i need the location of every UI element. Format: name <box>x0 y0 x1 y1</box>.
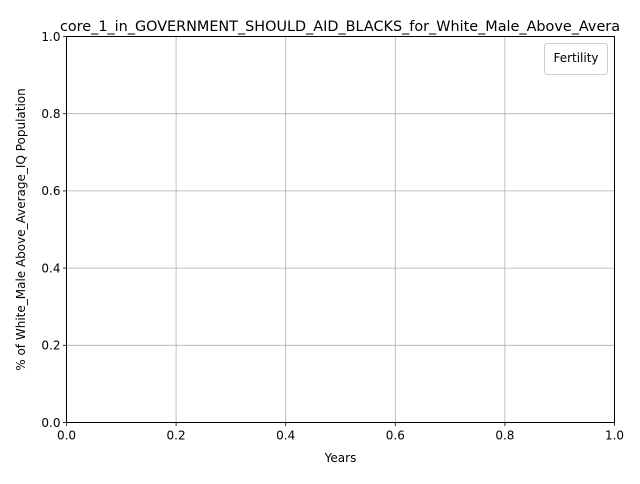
x-axis-label: Years <box>324 451 357 465</box>
y-tick-label: 0.4 <box>41 261 60 275</box>
y-tick-label: 0.8 <box>41 107 60 121</box>
y-tick-label: 0.6 <box>41 184 60 198</box>
legend: Fertility <box>544 43 608 75</box>
x-tick-label: 0.8 <box>495 429 514 443</box>
x-tick-label: 0.4 <box>276 429 295 443</box>
chart-title: core_1_in_GOVERNMENT_SHOULD_AID_BLACKS_f… <box>60 19 620 35</box>
legend-title: Fertility <box>553 51 598 65</box>
x-tick-label: 0.0 <box>57 429 76 443</box>
y-tick-label: 0.2 <box>41 339 60 353</box>
plot-frame <box>66 36 615 423</box>
y-axis-ticks: 0.0 0.2 0.4 0.6 0.8 1.0 <box>41 30 67 430</box>
x-tick-label: 1.0 <box>605 429 624 443</box>
x-axis-ticks: 0.0 0.2 0.4 0.6 0.8 1.0 <box>57 422 624 443</box>
y-tick-label: 1.0 <box>41 30 60 44</box>
x-tick-label: 0.2 <box>167 429 186 443</box>
y-tick-label: 0.0 <box>41 416 60 430</box>
legend-box <box>544 43 608 75</box>
x-tick-label: 0.6 <box>386 429 405 443</box>
y-axis-label: % of White_Male Above_Average_IQ Populat… <box>14 88 28 371</box>
